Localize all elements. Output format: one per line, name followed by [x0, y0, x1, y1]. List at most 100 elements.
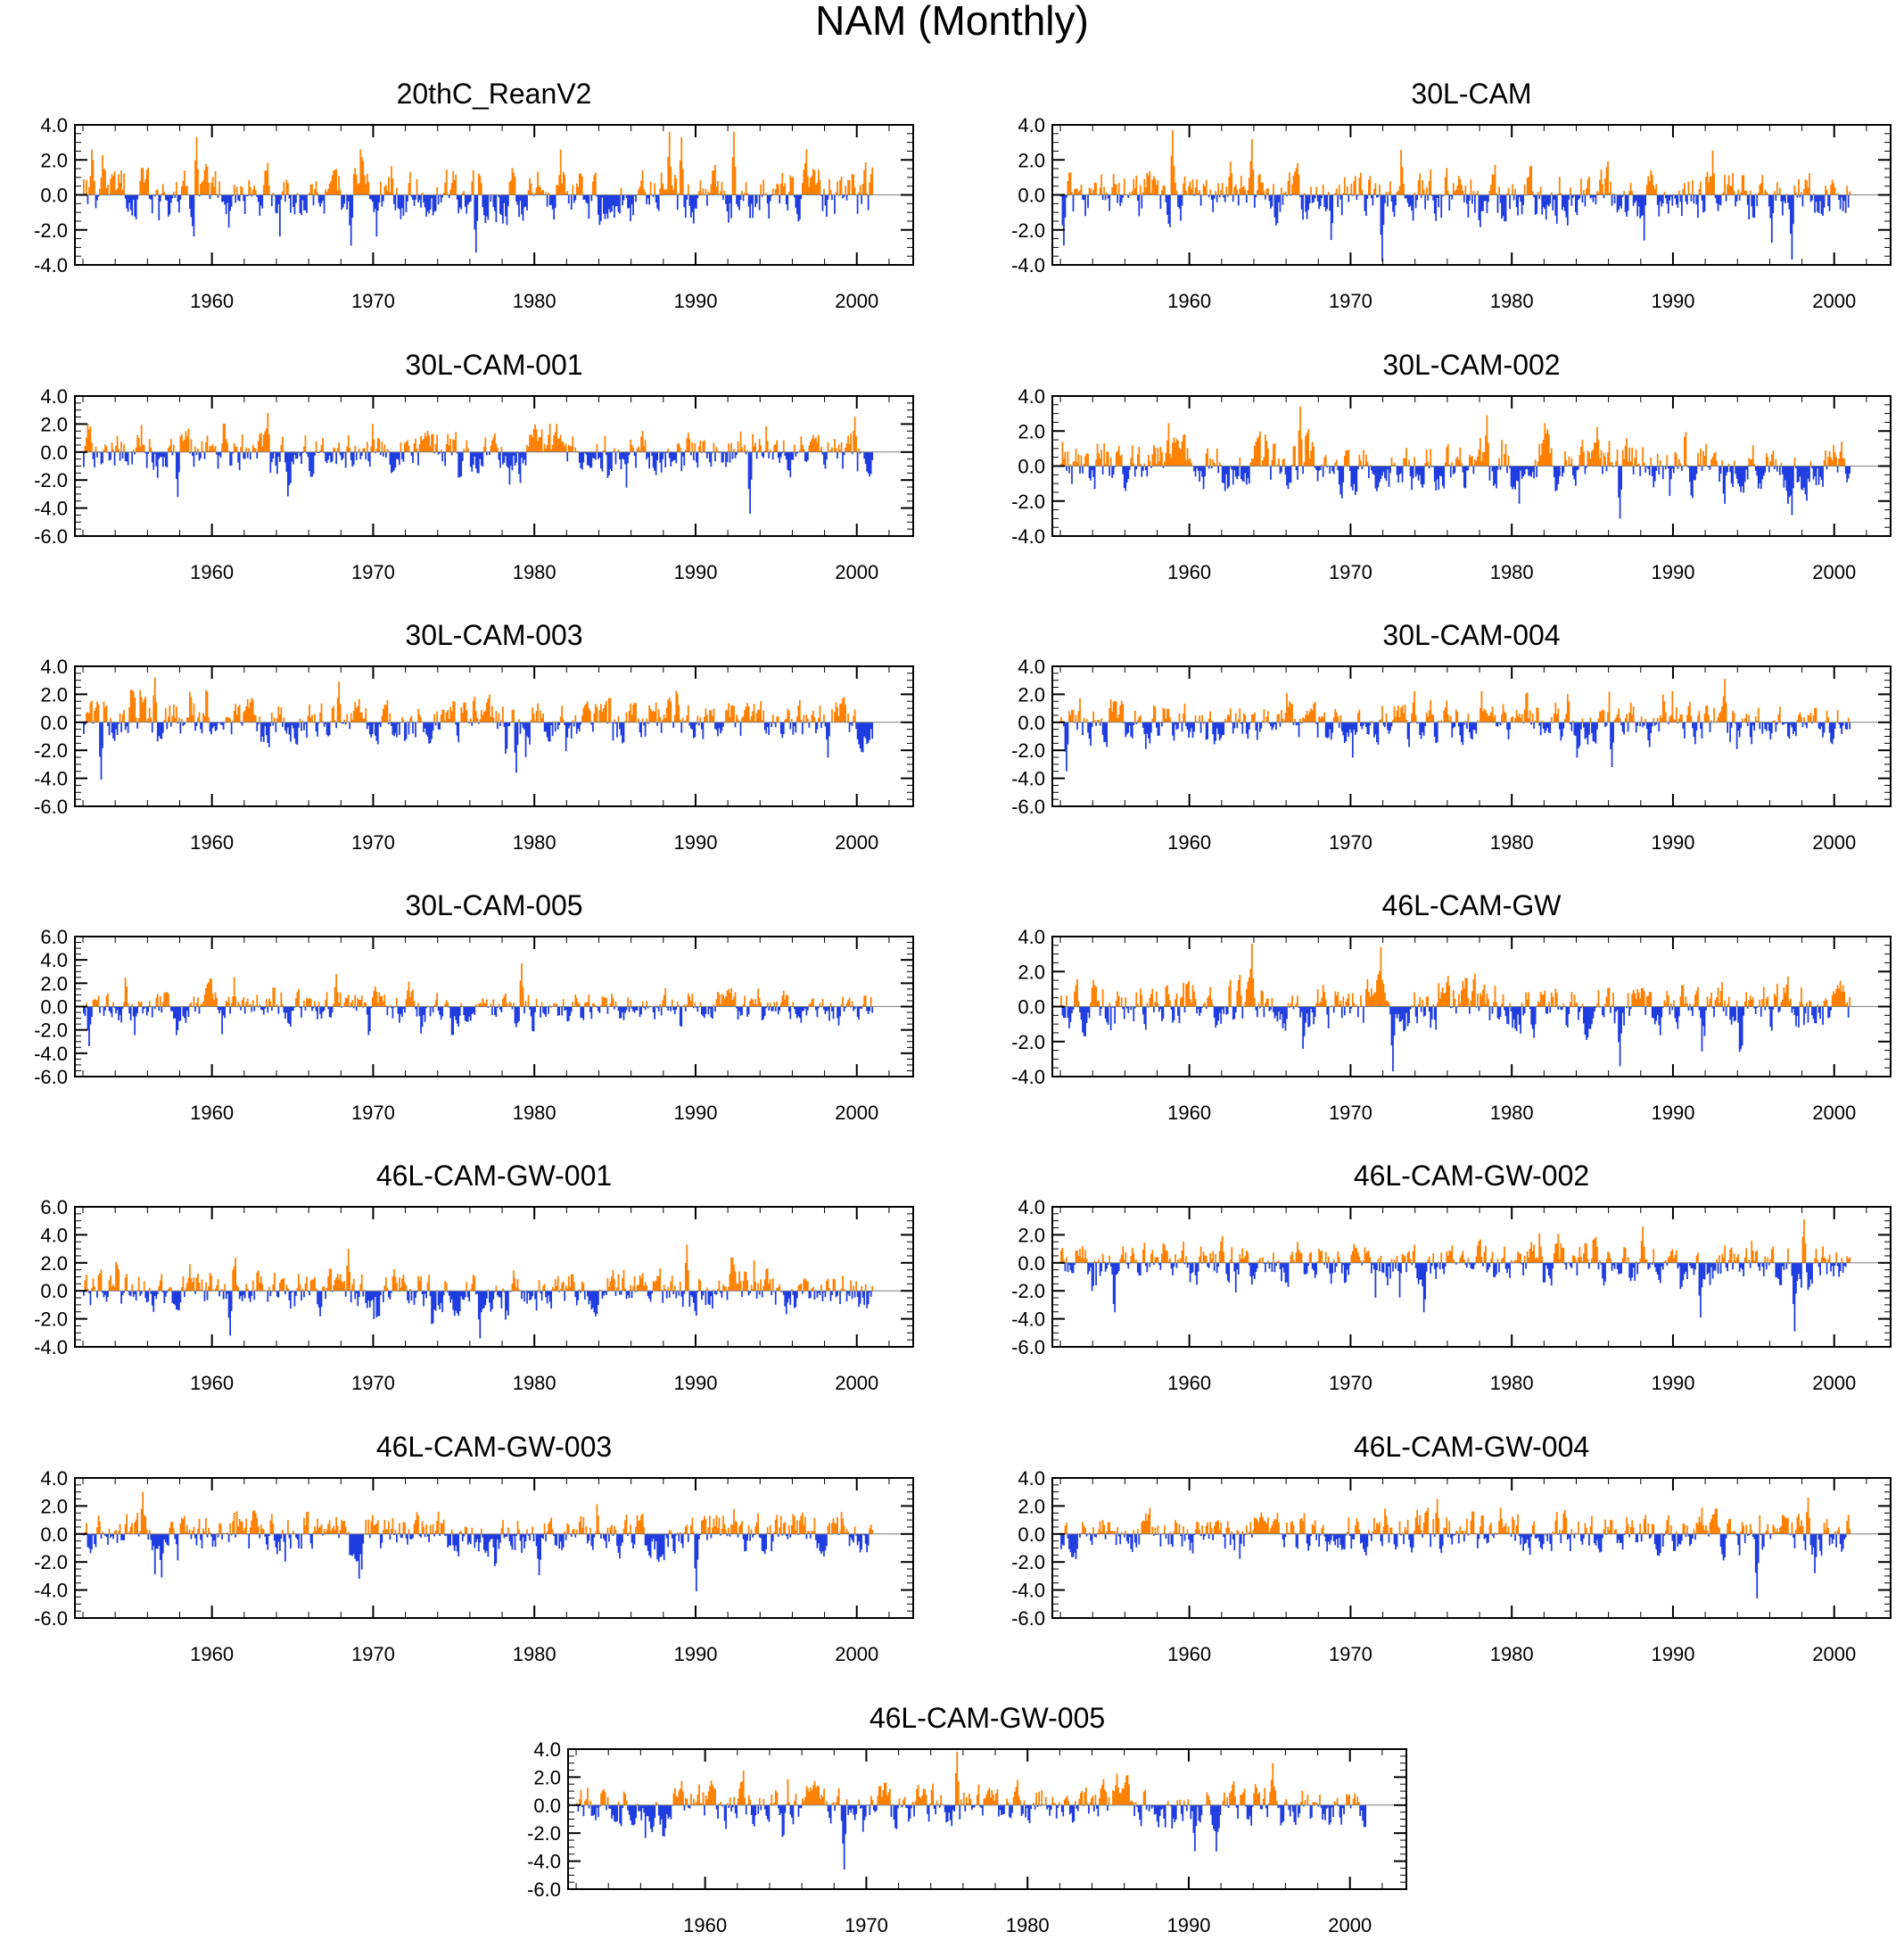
bar-30l-cam-002: [1700, 448, 1702, 466]
bar-30l-cam-003: [747, 706, 750, 722]
bar-30l-cam-001: [193, 451, 195, 467]
bar-30l-cam: [1248, 177, 1250, 195]
bar-20thc-reanv2: [522, 194, 524, 221]
bar-20thc-reanv2: [120, 170, 122, 195]
bar-20thc-reanv2: [538, 185, 540, 195]
bar-30l-cam-005: [540, 1006, 541, 1018]
bar-30l-cam-005: [259, 1003, 261, 1007]
bar-30l-cam-002: [1361, 466, 1364, 470]
bar-30l-cam-005: [839, 1006, 841, 1017]
bar-30l-cam: [1428, 180, 1430, 195]
bar-30l-cam-004: [1496, 722, 1499, 727]
bar-20thc-reanv2: [717, 180, 719, 195]
bar-30l-cam-001: [511, 451, 514, 471]
bar-30l-cam-003: [789, 722, 792, 730]
bar-20thc-reanv2: [511, 168, 514, 195]
bar-30l-cam-005: [147, 1006, 150, 1012]
bar-20thc-reanv2: [506, 194, 508, 226]
bar-30l-cam-005: [260, 1006, 262, 1010]
bar-30l-cam-005: [864, 995, 867, 1007]
bar-30l-cam-004: [1239, 708, 1241, 722]
bar-30l-cam-004: [1694, 722, 1696, 745]
bar-30l-cam: [1456, 186, 1459, 195]
bar-20thc-reanv2: [521, 194, 523, 215]
bar-30l-cam-001: [574, 447, 577, 452]
bar-30l-cam: [1390, 194, 1393, 202]
bar-20thc-reanv2: [633, 194, 636, 196]
bar-20thc-reanv2: [792, 177, 795, 195]
bar-20thc-reanv2: [179, 194, 182, 200]
bar-30l-cam: [1764, 189, 1767, 195]
bar-30l-cam-005: [663, 995, 665, 1007]
bar-30l-cam-004: [1260, 722, 1263, 729]
bar-30l-cam-001: [224, 424, 226, 452]
bar-20thc-reanv2: [118, 174, 120, 195]
bar-30l-cam-005: [307, 999, 309, 1007]
bar-30l-cam-003: [92, 722, 95, 724]
bar-30l-cam-003: [373, 722, 375, 724]
bar-30l-cam-002: [1709, 466, 1711, 470]
bar-30l-cam-005: [683, 1003, 686, 1007]
bar-30l-cam-004: [1669, 714, 1672, 722]
bar-30l-cam-005: [574, 994, 577, 1007]
bar-30l-cam-004: [1066, 722, 1067, 772]
bar-30l-cam-001: [548, 434, 550, 452]
bar-30l-cam-002: [1547, 433, 1550, 466]
bar-30l-cam-001: [359, 451, 362, 459]
bar-30l-cam-004: [1743, 718, 1746, 722]
bar-30l-cam-004: [1416, 722, 1418, 724]
bar-30l-cam-005: [680, 1006, 683, 1027]
bar-30l-cam-005: [714, 1006, 716, 1012]
bar-30l-cam-003: [331, 707, 334, 722]
bar-20thc-reanv2: [281, 191, 284, 195]
bar-30l-cam-003: [530, 720, 532, 722]
bar-30l-cam: [1142, 192, 1144, 195]
y-tick-label: 0.0: [1018, 456, 1045, 478]
bar-30l-cam: [1350, 183, 1353, 195]
bar-30l-cam-002: [1172, 442, 1174, 466]
bar-30l-cam-004: [1143, 722, 1146, 734]
bar-30l-cam-001: [235, 446, 238, 452]
bar-30l-cam-003: [518, 719, 520, 722]
bar-30l-cam-001: [354, 445, 357, 452]
bar-20thc-reanv2: [494, 194, 496, 211]
bar-30l-cam-002: [1307, 428, 1309, 466]
bar-30l-cam-003: [566, 722, 569, 738]
bar-30l-cam-001: [441, 451, 444, 462]
bar-30l-cam-001: [186, 436, 188, 452]
bar-30l-cam-002: [1798, 466, 1800, 483]
bar-30l-cam-002: [1405, 448, 1407, 466]
bar-30l-cam-004: [1291, 704, 1293, 722]
bar-20thc-reanv2: [611, 194, 613, 212]
bar-30l-cam-001: [284, 451, 286, 463]
bar-30l-cam-003: [590, 722, 593, 725]
bar-30l-cam-003: [335, 722, 337, 729]
bar-30l-cam-003: [120, 722, 122, 732]
bar-30l-cam-005: [401, 1006, 403, 1018]
bar-30l-cam-005: [373, 990, 375, 1007]
bar-30l-cam-002: [1178, 447, 1181, 466]
bar-30l-cam-001: [373, 439, 375, 452]
x-tick-label: 1990: [673, 1102, 717, 1124]
bar-30l-cam-002: [1205, 453, 1208, 466]
bar-30l-cam-003: [548, 722, 550, 742]
bar-30l-cam-005: [304, 1006, 307, 1011]
bar-30l-cam-003: [795, 722, 797, 733]
y-tick-label: -6.0: [34, 796, 68, 818]
bar-30l-cam-002: [1847, 466, 1850, 479]
bar-30l-cam-002: [1658, 466, 1661, 475]
bar-30l-cam: [1327, 192, 1330, 195]
bar-30l-cam-004: [1098, 719, 1100, 722]
bar-30l-cam: [1147, 175, 1150, 195]
bar-20thc-reanv2: [145, 169, 148, 195]
bar-30l-cam-001: [700, 451, 703, 453]
bar-30l-cam-003: [245, 706, 248, 722]
bar-30l-cam-003: [812, 710, 814, 722]
bar-30l-cam: [1506, 193, 1508, 195]
bar-30l-cam-005: [187, 1006, 190, 1018]
bar-30l-cam-003: [441, 709, 444, 722]
bar-30l-cam-005: [598, 1006, 601, 1013]
bar-30l-cam-003: [643, 722, 645, 726]
bar-30l-cam-002: [1369, 465, 1372, 466]
bar-30l-cam-001: [425, 436, 427, 452]
